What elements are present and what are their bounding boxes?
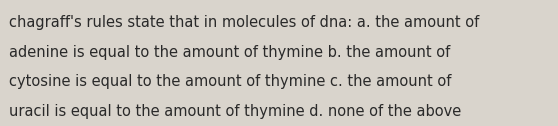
- Text: cytosine is equal to the amount of thymine c. the amount of: cytosine is equal to the amount of thymi…: [9, 74, 451, 89]
- Text: chagraff's rules state that in molecules of dna: a. the amount of: chagraff's rules state that in molecules…: [9, 15, 479, 30]
- Text: adenine is equal to the amount of thymine b. the amount of: adenine is equal to the amount of thymin…: [9, 45, 450, 60]
- Text: uracil is equal to the amount of thymine d. none of the above: uracil is equal to the amount of thymine…: [9, 104, 461, 119]
